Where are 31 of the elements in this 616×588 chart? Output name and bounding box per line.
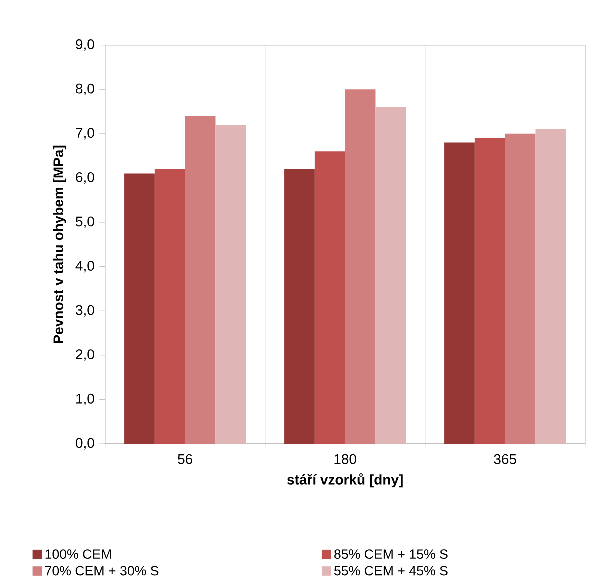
bar (154, 169, 186, 444)
y-tick-label: 9,0 (76, 40, 94, 52)
legend-label: 55% CEM + 45% S (334, 566, 448, 576)
bar (474, 138, 506, 444)
x-axis-title: stáří vzorků [dny] (287, 473, 403, 488)
legend-label: 70% CEM + 30% S (45, 566, 159, 576)
y-tick-label: 8,0 (76, 84, 94, 96)
x-tick-label: 56 (178, 454, 193, 464)
y-tick-label: 5,0 (76, 216, 94, 228)
y-tick-label: 7,0 (76, 128, 94, 140)
bar (314, 152, 346, 444)
x-tick-label: 365 (494, 454, 516, 464)
bar (185, 116, 216, 444)
bar (536, 130, 566, 444)
bar (124, 174, 155, 444)
legend-label: 100% CEM (46, 550, 112, 560)
y-tick-label: 2,0 (76, 350, 94, 362)
bar (216, 125, 246, 444)
y-tick-label: 0,0 (76, 438, 94, 450)
bar (444, 142, 475, 444)
y-tick-label: 1,0 (76, 394, 94, 406)
legend-label: 85% CEM + 15% S (334, 550, 448, 560)
y-tick-label: 6,0 (76, 172, 94, 184)
y-tick-label: 4,0 (76, 261, 94, 273)
x-tick-label: 180 (334, 454, 356, 464)
y-axis-title: Pevnost v tahu ohybem [MPa] (53, 146, 66, 344)
bar (284, 169, 315, 444)
bar (505, 134, 536, 444)
bar (376, 107, 406, 444)
y-tick-label: 3,0 (76, 305, 94, 317)
bar (345, 90, 376, 444)
